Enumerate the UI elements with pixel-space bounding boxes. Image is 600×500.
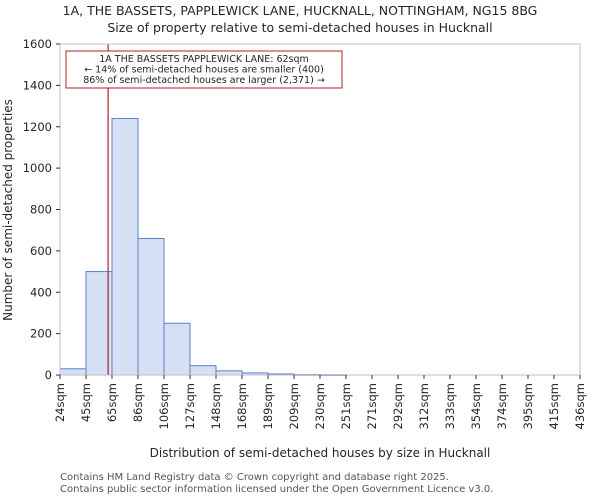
bar-106sqm bbox=[163, 322, 191, 376]
y-tick-label: 1600 bbox=[23, 37, 52, 51]
x-tick-label: 86sqm bbox=[131, 383, 145, 422]
bar-148sqm bbox=[215, 370, 243, 376]
y-tick-label: 1400 bbox=[23, 78, 52, 92]
y-tick-label: 400 bbox=[30, 285, 52, 299]
x-tick-label: 148sqm bbox=[209, 383, 223, 429]
bar-86sqm bbox=[137, 237, 165, 376]
y-tick-label: 1000 bbox=[23, 161, 52, 175]
annotation-line-3: 86% of semi-detached houses are larger (… bbox=[83, 75, 325, 86]
x-tick-label: 65sqm bbox=[105, 383, 119, 422]
y-axis: 0 200 400 600 800 1000 1200 1400 1600 bbox=[23, 37, 60, 382]
bars-group bbox=[59, 117, 347, 376]
x-tick-label: 271sqm bbox=[365, 383, 379, 429]
bar-65sqm bbox=[111, 117, 139, 376]
x-tick-label: 106sqm bbox=[157, 383, 171, 429]
bar-127sqm bbox=[189, 365, 217, 376]
annotation-line-2: ← 14% of semi-detached houses are smalle… bbox=[84, 65, 324, 76]
footer-licence: Contains public sector information licen… bbox=[60, 484, 494, 495]
x-tick-label: 24sqm bbox=[53, 383, 67, 422]
x-tick-label: 312sqm bbox=[417, 383, 431, 429]
footer-copyright: Contains HM Land Registry data © Crown c… bbox=[60, 472, 449, 483]
x-axis: 24sqm 45sqm 65sqm 86sqm 106sqm 127sqm 148sqm 16… bbox=[53, 375, 587, 429]
y-tick-label: 1200 bbox=[23, 120, 52, 134]
x-tick-label: 127sqm bbox=[183, 383, 197, 429]
x-tick-label: 189sqm bbox=[261, 383, 275, 429]
x-tick-label: 251sqm bbox=[339, 383, 353, 429]
x-tick-label: 374sqm bbox=[495, 383, 509, 429]
chart-title: 1A, THE BASSETS, PAPPLEWICK LANE, HUCKNA… bbox=[63, 3, 538, 18]
x-tick-label: 292sqm bbox=[391, 383, 405, 429]
chart-subtitle: Size of property relative to semi-detach… bbox=[107, 20, 492, 35]
x-tick-label: 209sqm bbox=[287, 383, 301, 429]
y-tick-label: 0 bbox=[45, 368, 52, 382]
x-tick-label: 45sqm bbox=[79, 383, 93, 422]
y-tick-label: 800 bbox=[30, 203, 52, 217]
x-axis-label: Distribution of semi-detached houses by … bbox=[150, 446, 491, 460]
bar-24sqm bbox=[59, 368, 87, 376]
annotation-line-1: 1A THE BASSETS PAPPLEWICK LANE: 62sqm bbox=[99, 54, 309, 65]
x-tick-label: 230sqm bbox=[313, 383, 327, 429]
y-tick-label: 200 bbox=[30, 327, 52, 341]
x-tick-label: 436sqm bbox=[573, 383, 587, 429]
x-tick-label: 415sqm bbox=[547, 383, 561, 429]
x-tick-label: 395sqm bbox=[521, 383, 535, 429]
y-tick-label: 600 bbox=[30, 244, 52, 258]
x-tick-label: 168sqm bbox=[235, 383, 249, 429]
annotation-frame bbox=[65, 50, 343, 89]
y-axis-label: Number of semi-detached properties bbox=[1, 99, 15, 321]
x-tick-label: 333sqm bbox=[443, 383, 457, 429]
annotation-box: 1A THE BASSETS PAPPLEWICK LANE: 62sqm← 1… bbox=[65, 50, 343, 89]
x-tick-label: 354sqm bbox=[469, 383, 483, 429]
